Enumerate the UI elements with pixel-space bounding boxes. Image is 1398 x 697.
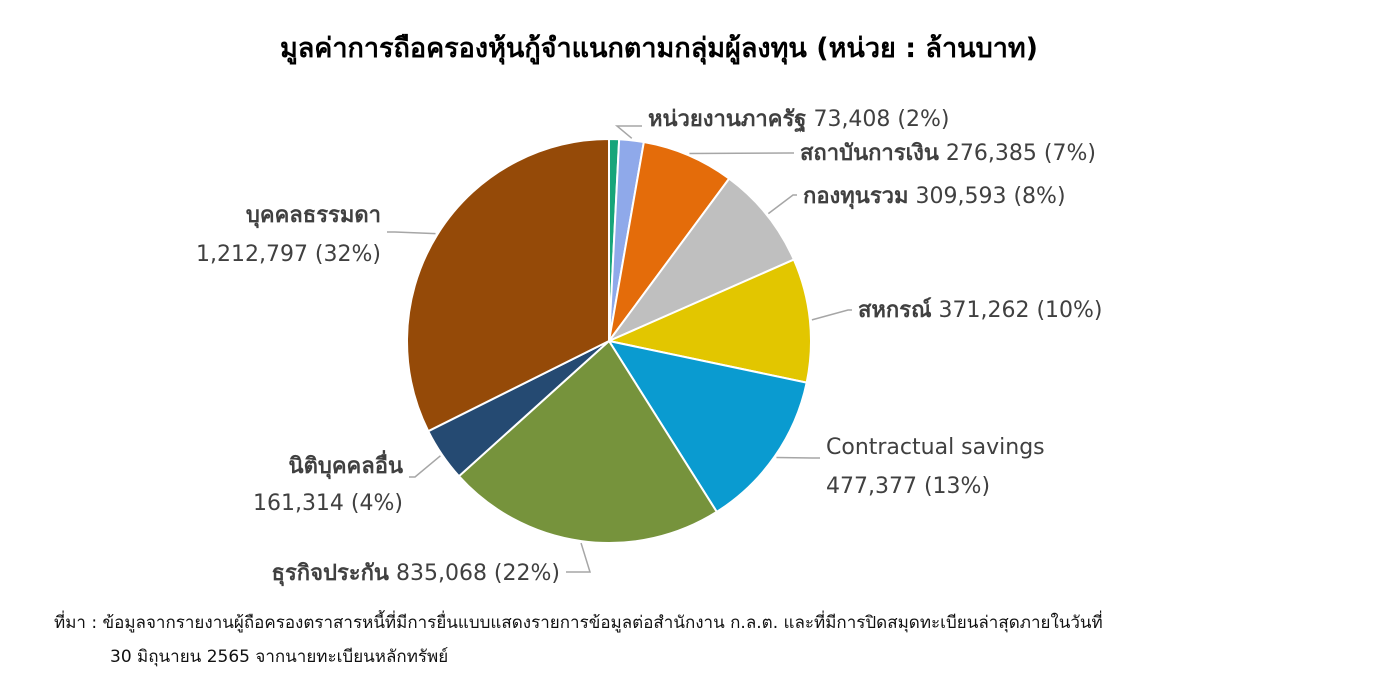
leader-line-6: [566, 542, 592, 573]
slice-label-7-name: นิติบุคคลอื่น: [289, 449, 403, 480]
pie-slice-5: [606, 339, 808, 514]
leader-line-3: [767, 194, 797, 215]
leader-line-1: [614, 125, 642, 139]
slice-label-8-name: บุคคลธรรมดา: [246, 203, 381, 229]
pie-slice-4: [605, 258, 812, 384]
slice-labels: หน่วยงานภาครัฐ 73,408 (2%) สถาบันการเงิน …: [196, 107, 1103, 587]
chart-title: มูลค่าการถือครองหุ้นกู้จำแนกตามกลุ่มผู้ล…: [279, 33, 1039, 64]
pie-slice-6: [457, 339, 719, 544]
leader-line-7: [409, 455, 441, 478]
slice-label-1: หน่วยงานภาครัฐ 73,408 (2%): [648, 107, 950, 133]
leader-line-8: [387, 231, 436, 235]
pie-chart: หน่วยงานภาครัฐ 73,408 (2%) สถาบันการเงิน …: [196, 107, 1103, 587]
leader-line-4: [811, 309, 852, 321]
source-line-2: 30 มิถุนายน 2565 จากนายทะเบียนหลักทรัพย์: [110, 647, 449, 667]
slice-label-2: สถาบันการเงิน 276,385 (7%): [800, 141, 1096, 166]
pie-slice-3: [605, 177, 796, 344]
source-note: ที่มา : ข้อมูลจากรายงานผู้ถือครองตราสารห…: [54, 606, 1384, 674]
slice-label-8-value: 1,212,797 (32%): [196, 242, 381, 267]
slice-label-6: ธุรกิจประกัน 835,068 (22%): [272, 561, 560, 587]
pie-slices: [406, 137, 812, 544]
source-line-1: ข้อมูลจากรายงานผู้ถือครองตราสารหนี้ที่มี…: [102, 613, 1103, 633]
slice-label-5-value: 477,377 (13%): [826, 474, 990, 499]
leader-lines: [387, 125, 852, 573]
source-prefix: ที่มา :: [54, 613, 98, 633]
pie-slice-8: [406, 137, 610, 433]
leader-line-2: [689, 152, 794, 155]
slice-label-4: สหกรณ์ 371,262 (10%): [858, 297, 1103, 323]
slice-label-5-name: Contractual savings: [826, 435, 1045, 460]
slice-label-3: กองทุนรวม 309,593 (8%): [803, 184, 1066, 210]
slice-label-7-value: 161,314 (4%): [253, 491, 403, 516]
